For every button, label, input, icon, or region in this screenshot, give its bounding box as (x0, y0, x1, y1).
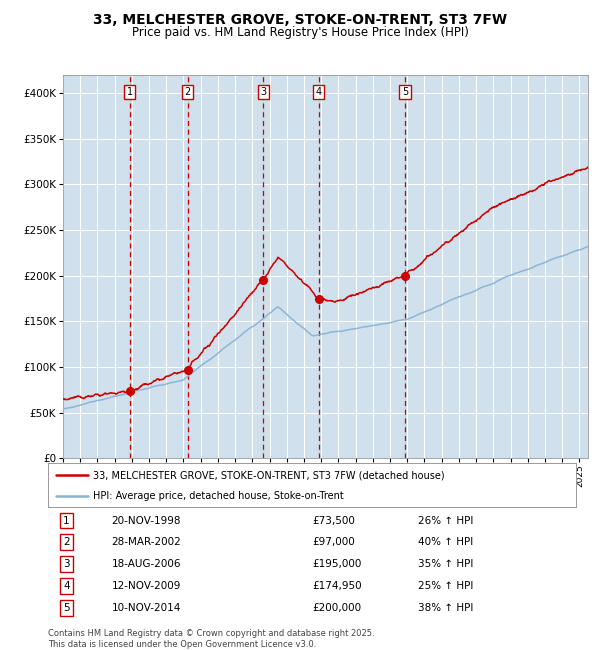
Text: HPI: Average price, detached house, Stoke-on-Trent: HPI: Average price, detached house, Stok… (93, 491, 344, 501)
Bar (130, 75, 188, 458)
Text: 3: 3 (260, 87, 266, 97)
Bar (319, 75, 405, 458)
Text: £195,000: £195,000 (312, 559, 361, 569)
Text: Contains HM Land Registry data © Crown copyright and database right 2025.
This d: Contains HM Land Registry data © Crown c… (48, 629, 374, 649)
Text: 4: 4 (316, 87, 322, 97)
Text: 2: 2 (184, 87, 191, 97)
Text: 10-NOV-2014: 10-NOV-2014 (112, 603, 181, 613)
Text: 25% ↑ HPI: 25% ↑ HPI (418, 581, 473, 591)
Text: 5: 5 (63, 603, 70, 613)
Text: 38% ↑ HPI: 38% ↑ HPI (418, 603, 473, 613)
Text: 26% ↑ HPI: 26% ↑ HPI (418, 515, 473, 525)
Bar (63, 75, 130, 458)
Text: £73,500: £73,500 (312, 515, 355, 525)
Text: 18-AUG-2006: 18-AUG-2006 (112, 559, 181, 569)
Text: 33, MELCHESTER GROVE, STOKE-ON-TRENT, ST3 7FW (detached house): 33, MELCHESTER GROVE, STOKE-ON-TRENT, ST… (93, 470, 445, 480)
Text: 1: 1 (63, 515, 70, 525)
Text: 4: 4 (63, 581, 70, 591)
Text: 12-NOV-2009: 12-NOV-2009 (112, 581, 181, 591)
Bar (405, 75, 588, 458)
Text: £174,950: £174,950 (312, 581, 362, 591)
Text: £97,000: £97,000 (312, 538, 355, 547)
Bar (263, 75, 319, 458)
Text: Price paid vs. HM Land Registry's House Price Index (HPI): Price paid vs. HM Land Registry's House … (131, 26, 469, 39)
Bar (188, 75, 263, 458)
Text: 28-MAR-2002: 28-MAR-2002 (112, 538, 181, 547)
Text: 3: 3 (63, 559, 70, 569)
Text: 35% ↑ HPI: 35% ↑ HPI (418, 559, 473, 569)
Text: 40% ↑ HPI: 40% ↑ HPI (418, 538, 473, 547)
Text: 5: 5 (402, 87, 408, 97)
Text: 2: 2 (63, 538, 70, 547)
Text: 33, MELCHESTER GROVE, STOKE-ON-TRENT, ST3 7FW: 33, MELCHESTER GROVE, STOKE-ON-TRENT, ST… (93, 13, 507, 27)
Text: 20-NOV-1998: 20-NOV-1998 (112, 515, 181, 525)
Text: 1: 1 (127, 87, 133, 97)
Text: £200,000: £200,000 (312, 603, 361, 613)
